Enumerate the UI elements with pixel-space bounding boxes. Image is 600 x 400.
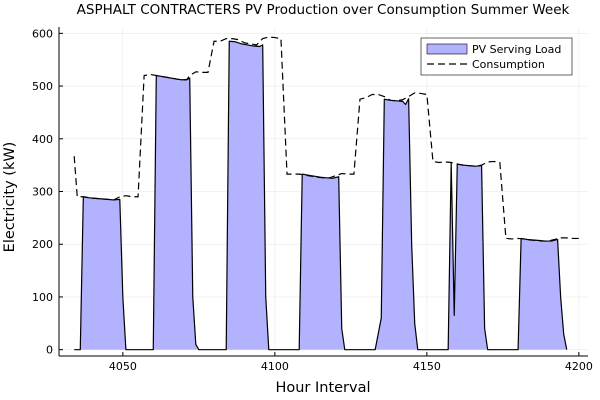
consumption-line — [73, 36, 579, 242]
x-tick-label: 4050 — [109, 360, 137, 373]
legend-label-pv: PV Serving Load — [472, 43, 561, 56]
legend: PV Serving Load Consumption — [420, 37, 573, 76]
pv-serving-load-area — [74, 41, 567, 350]
y-tick-label: 100 — [32, 291, 53, 304]
y-tick-label: 300 — [32, 186, 53, 199]
y-tick-label: 200 — [32, 238, 53, 251]
y-tick-label: 600 — [32, 27, 53, 40]
y-tick-label: 400 — [32, 133, 53, 146]
chart-title: ASPHALT CONTRACTERS PV Production over C… — [77, 2, 570, 18]
y-tick-labels: 0 100 200 300 400 500 600 — [32, 27, 53, 356]
x-tick-label: 4200 — [565, 360, 593, 373]
y-axis-label: Electricity (kW) — [2, 142, 18, 253]
x-tick-label: 4150 — [413, 360, 441, 373]
x-tick-label: 4100 — [261, 360, 289, 373]
y-tick-label: 0 — [46, 344, 53, 357]
legend-label-consumption: Consumption — [472, 58, 545, 71]
plot-frame — [58, 27, 588, 357]
legend-swatch-pv — [426, 43, 468, 55]
x-tick-labels: 4050 4100 4150 4200 — [109, 360, 593, 373]
plot-series — [73, 36, 579, 351]
y-tick-label: 500 — [32, 80, 53, 93]
x-axis-label: Hour Interval — [275, 380, 370, 396]
